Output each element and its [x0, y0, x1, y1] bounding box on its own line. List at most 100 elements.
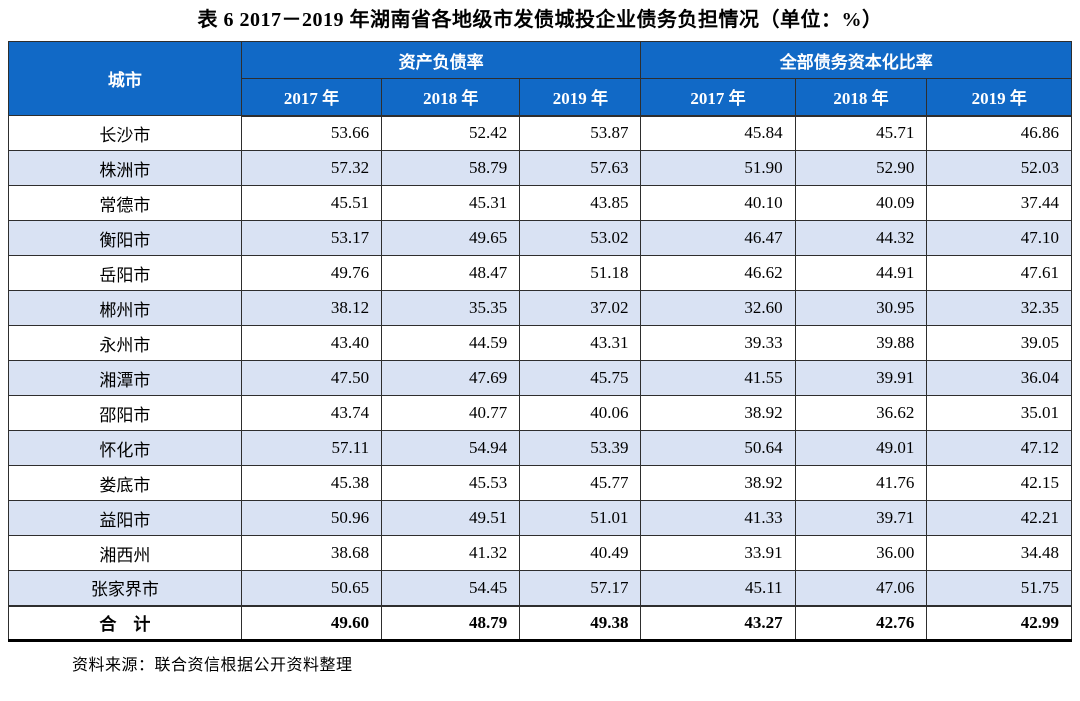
value-cell: 58.79	[381, 150, 521, 186]
value-cell: 53.66	[240, 115, 383, 151]
value-cell: 45.77	[519, 465, 642, 501]
value-cell: 51.75	[926, 570, 1072, 606]
value-cell: 48.79	[381, 604, 521, 641]
value-cell: 44.91	[794, 255, 928, 291]
value-cell: 47.61	[926, 255, 1072, 291]
table-row: 株洲市 57.32 58.79 57.63 51.90 52.90 52.03	[8, 150, 1072, 186]
value-cell: 49.60	[240, 604, 383, 641]
city-cell: 岳阳市	[8, 255, 242, 291]
value-cell: 52.42	[381, 115, 521, 151]
debt-burden-table: 城市 资产负债率 全部债务资本化比率 2017 年 2018 年 2019 年 …	[8, 41, 1072, 642]
value-cell: 45.51	[240, 185, 383, 221]
value-cell: 53.87	[519, 115, 642, 151]
year-header-row: 2017 年 2018 年 2019 年 2017 年 2018 年 2019 …	[9, 78, 1072, 117]
value-cell: 42.99	[926, 604, 1072, 641]
value-cell: 47.69	[381, 360, 521, 396]
value-cell: 39.91	[794, 360, 928, 396]
value-cell: 47.12	[926, 430, 1072, 466]
value-cell: 49.38	[519, 604, 642, 641]
city-cell: 娄底市	[8, 465, 242, 501]
value-cell: 41.76	[794, 465, 928, 501]
year-header-tdc-2019: 2019 年	[926, 78, 1072, 117]
year-header-tdc-2018: 2018 年	[794, 78, 928, 117]
value-cell: 45.38	[240, 465, 383, 501]
value-cell: 54.94	[381, 430, 521, 466]
table-header: 城市 资产负债率 全部债务资本化比率 2017 年 2018 年 2019 年 …	[8, 41, 1072, 117]
value-cell: 41.55	[640, 360, 796, 396]
value-cell: 43.74	[240, 395, 383, 431]
group-header-total-debt-capitalization: 全部债务资本化比率	[640, 41, 1072, 79]
value-cell: 45.84	[640, 115, 796, 151]
city-cell: 衡阳市	[8, 220, 242, 256]
value-cell: 47.06	[794, 570, 928, 606]
value-cell: 51.01	[519, 500, 642, 536]
value-cell: 36.00	[794, 535, 928, 571]
city-column-header: 城市	[8, 41, 242, 116]
value-cell: 53.39	[519, 430, 642, 466]
value-cell: 35.01	[926, 395, 1072, 431]
year-header-alr-2019: 2019 年	[519, 78, 642, 117]
value-cell: 44.59	[381, 325, 521, 361]
group-header-asset-liability-ratio: 资产负债率	[240, 41, 642, 79]
city-cell: 湘潭市	[8, 360, 242, 396]
value-cell: 46.86	[926, 115, 1072, 151]
table-row: 娄底市 45.38 45.53 45.77 38.92 41.76 42.15	[8, 465, 1072, 501]
value-cell: 40.77	[381, 395, 521, 431]
value-cell: 40.09	[794, 185, 928, 221]
value-cell: 57.17	[519, 570, 642, 606]
value-cell: 42.76	[794, 604, 928, 641]
value-cell: 38.92	[640, 465, 796, 501]
value-cell: 45.71	[794, 115, 928, 151]
value-cell: 50.65	[240, 570, 383, 606]
value-cell: 40.10	[640, 185, 796, 221]
value-cell: 40.06	[519, 395, 642, 431]
table-row: 怀化市 57.11 54.94 53.39 50.64 49.01 47.12	[8, 430, 1072, 466]
total-row: 合 计 49.60 48.79 49.38 43.27 42.76 42.99	[8, 604, 1072, 641]
group-header-row: 城市 资产负债率 全部债务资本化比率	[8, 41, 1072, 116]
city-cell: 邵阳市	[8, 395, 242, 431]
value-cell: 53.17	[240, 220, 383, 256]
city-cell: 怀化市	[8, 430, 242, 466]
value-cell: 57.63	[519, 150, 642, 186]
value-cell: 46.62	[640, 255, 796, 291]
value-cell: 39.88	[794, 325, 928, 361]
value-cell: 41.32	[381, 535, 521, 571]
value-cell: 50.64	[640, 430, 796, 466]
value-cell: 37.02	[519, 290, 642, 326]
value-cell: 49.01	[794, 430, 928, 466]
value-cell: 43.40	[240, 325, 383, 361]
table-row: 湘潭市 47.50 47.69 45.75 41.55 39.91 36.04	[8, 360, 1072, 396]
value-cell: 38.12	[240, 290, 383, 326]
value-cell: 57.32	[240, 150, 383, 186]
table-row: 衡阳市 53.17 49.65 53.02 46.47 44.32 47.10	[8, 220, 1072, 256]
value-cell: 49.65	[381, 220, 521, 256]
table-row: 长沙市 53.66 52.42 53.87 45.84 45.71 46.86	[8, 115, 1072, 151]
table-row: 湘西州 38.68 41.32 40.49 33.91 36.00 34.48	[8, 535, 1072, 571]
value-cell: 40.49	[519, 535, 642, 571]
value-cell: 30.95	[794, 290, 928, 326]
value-cell: 38.92	[640, 395, 796, 431]
value-cell: 45.75	[519, 360, 642, 396]
value-cell: 41.33	[640, 500, 796, 536]
table-row: 邵阳市 43.74 40.77 40.06 38.92 36.62 35.01	[8, 395, 1072, 431]
value-cell: 43.31	[519, 325, 642, 361]
value-cell: 53.02	[519, 220, 642, 256]
city-cell: 常德市	[8, 185, 242, 221]
value-cell: 57.11	[240, 430, 383, 466]
value-cell: 44.32	[794, 220, 928, 256]
table-row: 益阳市 50.96 49.51 51.01 41.33 39.71 42.21	[8, 500, 1072, 536]
table-title: 表 6 2017－2019 年湖南省各地级市发债城投企业债务负担情况（单位：%）	[197, 9, 883, 31]
city-cell: 株洲市	[8, 150, 242, 186]
value-cell: 45.53	[381, 465, 521, 501]
value-cell: 38.68	[240, 535, 383, 571]
value-cell: 37.44	[926, 185, 1072, 221]
table-row: 岳阳市 49.76 48.47 51.18 46.62 44.91 47.61	[8, 255, 1072, 291]
table-row: 郴州市 38.12 35.35 37.02 32.60 30.95 32.35	[8, 290, 1072, 326]
value-cell: 32.60	[640, 290, 796, 326]
city-cell: 张家界市	[8, 570, 242, 606]
value-cell: 39.05	[926, 325, 1072, 361]
value-cell: 52.03	[926, 150, 1072, 186]
city-cell: 长沙市	[8, 115, 242, 151]
table-row: 永州市 43.40 44.59 43.31 39.33 39.88 39.05	[8, 325, 1072, 361]
value-cell: 46.47	[640, 220, 796, 256]
